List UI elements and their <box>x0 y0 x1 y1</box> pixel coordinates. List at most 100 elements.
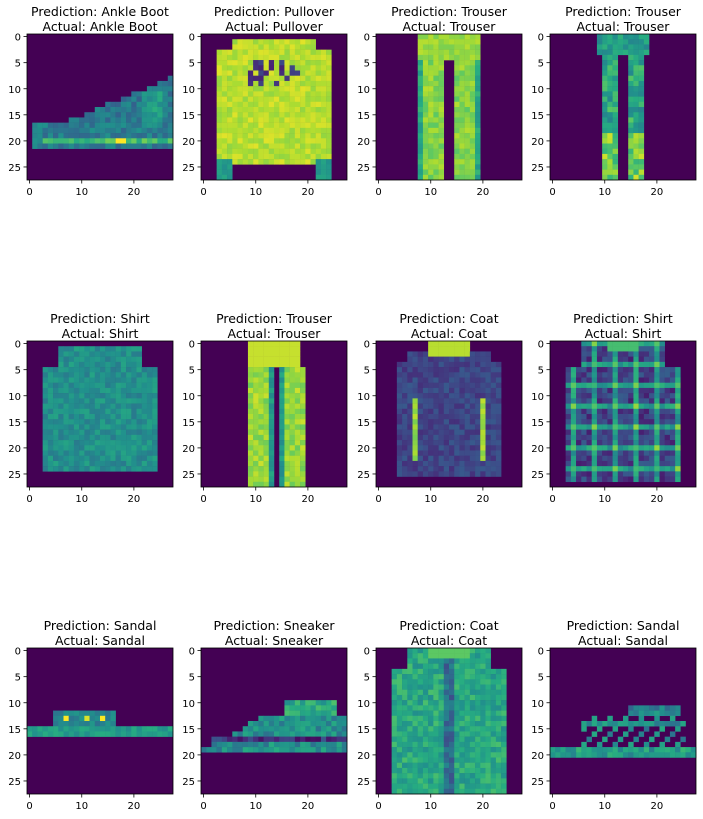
image-pixel <box>315 741 322 748</box>
image-pixel <box>565 455 572 462</box>
image-pixel <box>42 424 49 430</box>
image-pixel <box>602 112 608 118</box>
image-pixel <box>253 138 259 144</box>
image-pixel <box>633 466 639 472</box>
image-pixel <box>115 429 122 436</box>
image-pixel <box>84 721 90 727</box>
image-pixel <box>649 403 655 410</box>
image-pixel <box>480 752 486 758</box>
image-pixel <box>320 159 327 165</box>
image-pixel <box>591 455 598 462</box>
image-pixel <box>438 91 445 97</box>
image-pixel <box>141 450 148 456</box>
image-pixel <box>422 54 429 61</box>
image-pixel <box>136 351 142 357</box>
image-pixel <box>475 91 481 97</box>
image-pixel <box>669 445 676 451</box>
image-pixel <box>126 455 132 462</box>
image-pixel <box>305 49 311 56</box>
image-pixel <box>475 440 481 446</box>
image-pixel <box>607 96 613 103</box>
image-pixel <box>428 39 434 45</box>
image-pixel <box>422 721 429 727</box>
image-pixel <box>232 86 238 92</box>
image-pixel <box>623 460 629 467</box>
image-pixel <box>294 393 301 399</box>
image-pixel <box>247 414 254 420</box>
image-pixel <box>417 387 424 394</box>
y-tick-label: 20 <box>357 444 370 455</box>
image-pixel <box>680 736 686 743</box>
y-tick-label: 10 <box>182 699 195 710</box>
image-pixel <box>654 341 660 347</box>
image-pixel <box>638 414 645 420</box>
image-pixel <box>422 741 429 748</box>
image-pixel <box>73 408 80 415</box>
image-pixel <box>464 86 471 92</box>
x-tick-label: 10 <box>75 494 88 505</box>
image-pixel <box>633 75 639 82</box>
image-pixel <box>638 169 645 176</box>
image-pixel <box>422 694 429 701</box>
image-pixel <box>454 117 460 123</box>
image-pixel <box>146 460 153 467</box>
image-pixel <box>326 700 332 706</box>
image-pixel <box>602 471 608 477</box>
image-pixel <box>433 34 439 40</box>
image-pixel <box>141 398 148 404</box>
image-pixel <box>341 747 348 753</box>
image-pixel <box>475 86 481 92</box>
image-pixel <box>464 403 471 410</box>
image-pixel <box>284 476 290 483</box>
image-pixel <box>464 138 471 144</box>
image-pixel <box>326 107 332 113</box>
image-pixel <box>115 408 122 415</box>
image-pixel <box>617 367 624 373</box>
image-pixel <box>596 445 603 451</box>
image-pixel <box>438 778 445 784</box>
image-pixel <box>628 138 634 144</box>
image-pixel <box>664 377 671 383</box>
image-pixel <box>216 148 223 155</box>
image-pixel <box>310 112 316 118</box>
image-pixel <box>141 91 148 97</box>
image-pixel <box>396 408 403 415</box>
image-pixel <box>84 382 90 389</box>
image-pixel <box>633 408 639 415</box>
image-pixel <box>37 138 43 144</box>
image-pixel <box>268 393 275 399</box>
image-pixel <box>638 455 645 462</box>
image-pixel <box>654 705 660 711</box>
image-pixel <box>63 138 69 144</box>
image-pixel <box>480 460 486 467</box>
image-pixel <box>294 356 301 363</box>
image-pixel <box>602 455 608 462</box>
y-tick-label: 20 <box>357 751 370 762</box>
image-pixel <box>591 367 598 373</box>
image-pixel <box>469 164 476 170</box>
image-pixel <box>412 419 418 425</box>
image-pixel <box>131 91 137 97</box>
image-pixel <box>469 471 476 477</box>
image-pixel <box>438 65 445 71</box>
image-pixel <box>84 346 90 352</box>
image-pixel <box>284 361 290 368</box>
image-pixel <box>402 783 408 790</box>
image-pixel <box>300 715 306 722</box>
image-pixel <box>633 65 639 71</box>
y-tick-label: 0 <box>15 340 21 351</box>
image-pixel <box>464 658 471 664</box>
image-pixel <box>315 148 322 155</box>
image-pixel <box>490 778 497 784</box>
image-pixel <box>417 773 424 779</box>
image-pixel <box>550 747 556 753</box>
image-pixel <box>485 408 491 415</box>
image-pixel <box>643 387 650 394</box>
image-pixel <box>565 747 572 753</box>
image-pixel <box>232 148 238 155</box>
image-pixel <box>417 361 424 368</box>
image-pixel <box>565 471 572 477</box>
image-pixel <box>227 107 233 113</box>
y-tick-label: 10 <box>8 699 21 710</box>
image-pixel <box>146 107 153 113</box>
